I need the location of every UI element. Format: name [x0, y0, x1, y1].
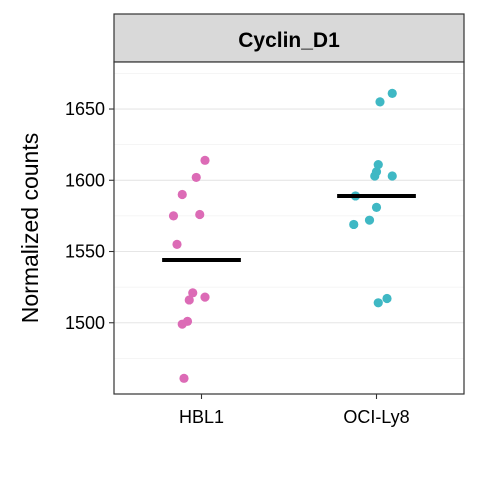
data-point — [179, 373, 189, 383]
data-point — [191, 172, 201, 183]
data-point — [200, 155, 210, 165]
data-point — [188, 288, 198, 298]
data-point — [375, 97, 385, 107]
data-point — [177, 319, 187, 329]
data-point — [195, 209, 205, 220]
data-point — [349, 219, 359, 230]
data-point — [172, 239, 182, 249]
x-tick-label: HBL1 — [179, 407, 224, 427]
y-tick-label: 1650 — [65, 99, 105, 119]
data-point — [373, 159, 383, 170]
plot-panel — [114, 62, 464, 394]
chart-title: Cyclin_D1 — [238, 29, 340, 52]
data-point — [200, 292, 210, 302]
y-tick-label: 1550 — [65, 242, 105, 262]
gridlines — [114, 72, 464, 359]
data-point — [370, 171, 380, 181]
data-point — [387, 88, 397, 98]
data-point — [382, 293, 392, 304]
data-point — [184, 295, 194, 305]
y-tick-label: 1500 — [65, 313, 105, 333]
y-axis-title: Normalized counts — [17, 133, 43, 323]
data-points — [168, 88, 397, 383]
data-point — [371, 202, 382, 212]
y-axis: 1500 1550 1600 1650 — [65, 99, 114, 333]
data-point — [177, 189, 187, 200]
data-point — [168, 211, 179, 221]
data-point — [373, 298, 383, 308]
mean-lines — [162, 193, 416, 263]
data-point — [364, 215, 375, 225]
x-tick-label: OCI-Ly8 — [343, 407, 409, 427]
data-point — [387, 171, 397, 181]
plot-panel-border — [113, 61, 465, 395]
facet-strip — [113, 13, 465, 63]
x-axis: HBL1 OCI-Ly8 — [179, 394, 410, 427]
y-tick-label: 1600 — [65, 170, 105, 190]
